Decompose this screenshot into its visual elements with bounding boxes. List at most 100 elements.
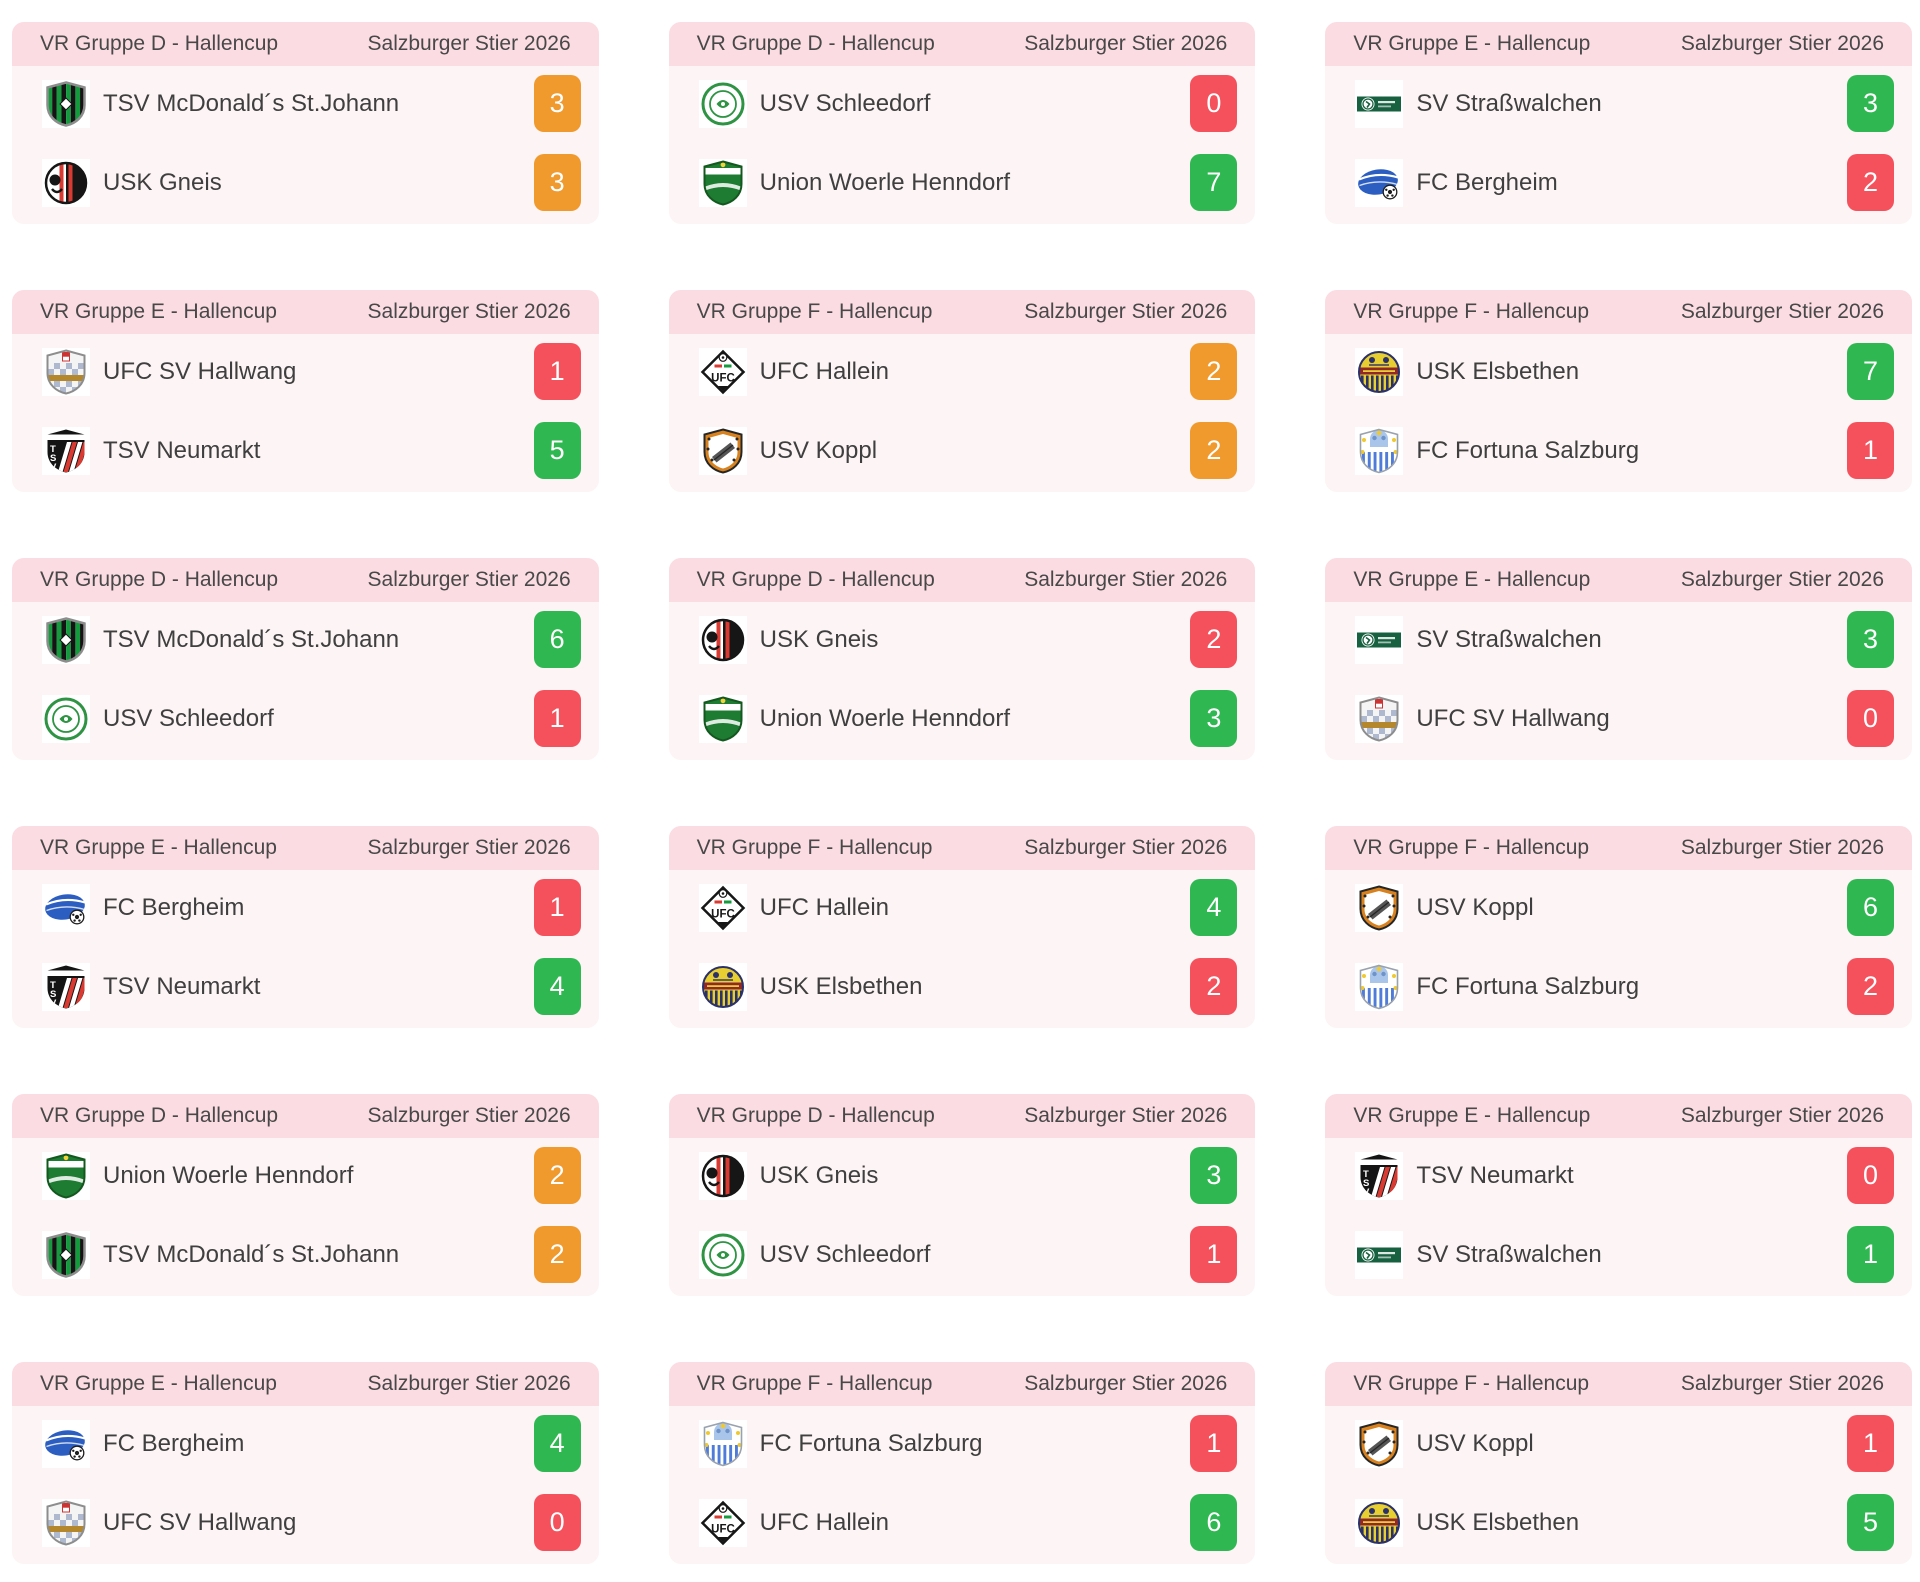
svg-text:S: S [50,453,56,464]
match-card-header: VR Gruppe F - Hallencup Salzburger Stier… [1325,1362,1912,1406]
score-badge: 1 [1847,1415,1894,1472]
team-row: FC Bergheim 2 [1355,154,1894,211]
group-label: VR Gruppe E - Hallencup [40,300,277,323]
team-name: Union Woerle Henndorf [759,168,1011,196]
score-badge: 6 [1847,879,1894,936]
team-row: FC Bergheim 4 [42,1415,581,1472]
match-card-header: VR Gruppe E - Hallencup Salzburger Stier… [12,826,599,870]
team-logo-icon [42,615,90,664]
match-card[interactable]: VR Gruppe F - Hallencup Salzburger Stier… [668,1362,1256,1564]
competition-label: Salzburger Stier 2026 [1024,32,1228,55]
match-card[interactable]: VR Gruppe D - Hallencup Salzburger Stier… [668,22,1256,224]
competition-label: Salzburger Stier 2026 [1024,1372,1228,1395]
team-row: SV Straßwalchen 3 [1355,611,1894,668]
match-card-header: VR Gruppe D - Hallencup Salzburger Stier… [668,1094,1256,1138]
team-name: USK Gneis [759,625,879,653]
team-name: TSV Neumarkt [103,436,261,464]
team-row: FC Bergheim 1 [42,879,581,936]
team-logo-icon: UFC [698,883,747,932]
match-card-header: VR Gruppe F - Hallencup Salzburger Stier… [668,1362,1256,1406]
match-card-body: Union Woerle Henndorf 2 TSV McDonald´s S… [12,1138,599,1296]
competition-label: Salzburger Stier 2026 [1680,1104,1884,1127]
group-label: VR Gruppe E - Hallencup [1353,568,1591,591]
match-card-header: VR Gruppe D - Hallencup Salzburger Stier… [12,1094,599,1138]
match-card[interactable]: VR Gruppe E - Hallencup Salzburger Stier… [12,1362,599,1564]
team-row: UFC UFC Hallein 2 [698,343,1238,400]
score-badge: 2 [1847,958,1894,1015]
team-name: USK Gneis [759,1161,879,1189]
match-card[interactable]: VR Gruppe E - Hallencup Salzburger Stier… [12,290,599,492]
team-row: USV Schleedorf 1 [698,1226,1238,1283]
team-row: USK Gneis 3 [42,154,581,211]
score-badge: 4 [533,1415,581,1472]
team-logo-icon [698,79,747,128]
score-badge: 3 [1847,611,1894,668]
match-card-body: USV Schleedorf 0 Union Woerle Henndorf 7 [669,66,1256,224]
team-name: SV Straßwalchen [1416,625,1602,653]
team-row: TSV McDonald´s St.Johann 3 [42,75,581,132]
match-card[interactable]: VR Gruppe F - Hallencup Salzburger Stier… [668,826,1256,1028]
score-badge: 7 [1847,343,1894,400]
match-card[interactable]: VR Gruppe E - Hallencup Salzburger Stier… [1325,22,1912,224]
team-logo-icon [42,883,90,932]
group-label: VR Gruppe D - Hallencup [40,568,279,591]
match-card-body: UFC UFC Hallein 4 USK Elsbethen 2 [669,870,1256,1028]
score-badge: 0 [533,1494,581,1551]
group-label: VR Gruppe F - Hallencup [696,1372,933,1395]
team-row: FC Fortuna Salzburg 2 [1355,958,1894,1015]
score-badge: 3 [1847,75,1894,132]
team-row: TSV McDonald´s St.Johann 6 [42,611,581,668]
match-card[interactable]: VR Gruppe F - Hallencup Salzburger Stier… [1325,826,1912,1028]
match-card[interactable]: VR Gruppe D - Hallencup Salzburger Stier… [12,22,599,224]
score-badge: 1 [533,690,581,747]
match-card-body: TSV McDonald´s St.Johann 6 USV Schleedor… [12,602,599,760]
score-badge: 1 [533,879,581,936]
score-badge: 1 [1190,1415,1238,1472]
score-badge: 5 [533,422,581,479]
team-logo-icon [698,962,747,1011]
match-card-body: TSV McDonald´s St.Johann 3 USK Gneis 3 [12,66,599,224]
team-logo-icon [42,347,90,396]
competition-label: Salzburger Stier 2026 [367,1372,571,1395]
team-row: USK Gneis 2 [698,611,1238,668]
match-card-body: SV Straßwalchen 3 UFC SV Hallwang 0 [1325,602,1912,760]
score-badge: 1 [1190,1226,1238,1283]
team-logo-icon [1355,1419,1404,1468]
team-name: USV Koppl [759,436,878,464]
match-card[interactable]: VR Gruppe E - Hallencup Salzburger Stier… [1325,558,1912,760]
team-row: UFC UFC Hallein 4 [698,879,1238,936]
team-name: UFC Hallein [759,357,890,385]
group-label: VR Gruppe D - Hallencup [40,1104,279,1127]
match-card[interactable]: VR Gruppe E - Hallencup Salzburger Stier… [12,826,599,1028]
match-card[interactable]: VR Gruppe F - Hallencup Salzburger Stier… [1325,290,1912,492]
team-name: Union Woerle Henndorf [759,704,1011,732]
match-card[interactable]: VR Gruppe E - Hallencup Salzburger Stier… [1325,1094,1912,1296]
team-name: UFC Hallein [759,1508,890,1536]
group-label: VR Gruppe D - Hallencup [696,1104,935,1127]
match-card[interactable]: VR Gruppe F - Hallencup Salzburger Stier… [1325,1362,1912,1564]
team-row: USK Gneis 3 [698,1147,1238,1204]
match-card[interactable]: VR Gruppe D - Hallencup Salzburger Stier… [668,558,1256,760]
score-badge: 2 [1190,343,1238,400]
group-label: VR Gruppe D - Hallencup [696,568,935,591]
team-row: UFC SV Hallwang 1 [42,343,581,400]
team-logo-icon [698,158,747,207]
team-name: TSV McDonald´s St.Johann [103,1240,400,1268]
team-row: USK Elsbethen 2 [698,958,1238,1015]
competition-label: Salzburger Stier 2026 [367,568,571,591]
team-row: UFC SV Hallwang 0 [1355,690,1894,747]
match-card-body: USK Gneis 2 Union Woerle Henndorf 3 [669,602,1256,760]
team-logo-icon [698,426,747,475]
match-card[interactable]: VR Gruppe F - Hallencup Salzburger Stier… [668,290,1256,492]
competition-label: Salzburger Stier 2026 [367,300,571,323]
match-card[interactable]: VR Gruppe D - Hallencup Salzburger Stier… [12,558,599,760]
competition-label: Salzburger Stier 2026 [367,32,571,55]
match-card[interactable]: VR Gruppe D - Hallencup Salzburger Stier… [12,1094,599,1296]
svg-text:V: V [1363,1187,1370,1198]
match-card[interactable]: VR Gruppe D - Hallencup Salzburger Stier… [668,1094,1256,1296]
team-name: TSV Neumarkt [1416,1161,1574,1189]
team-logo-icon: UFC [698,347,747,396]
